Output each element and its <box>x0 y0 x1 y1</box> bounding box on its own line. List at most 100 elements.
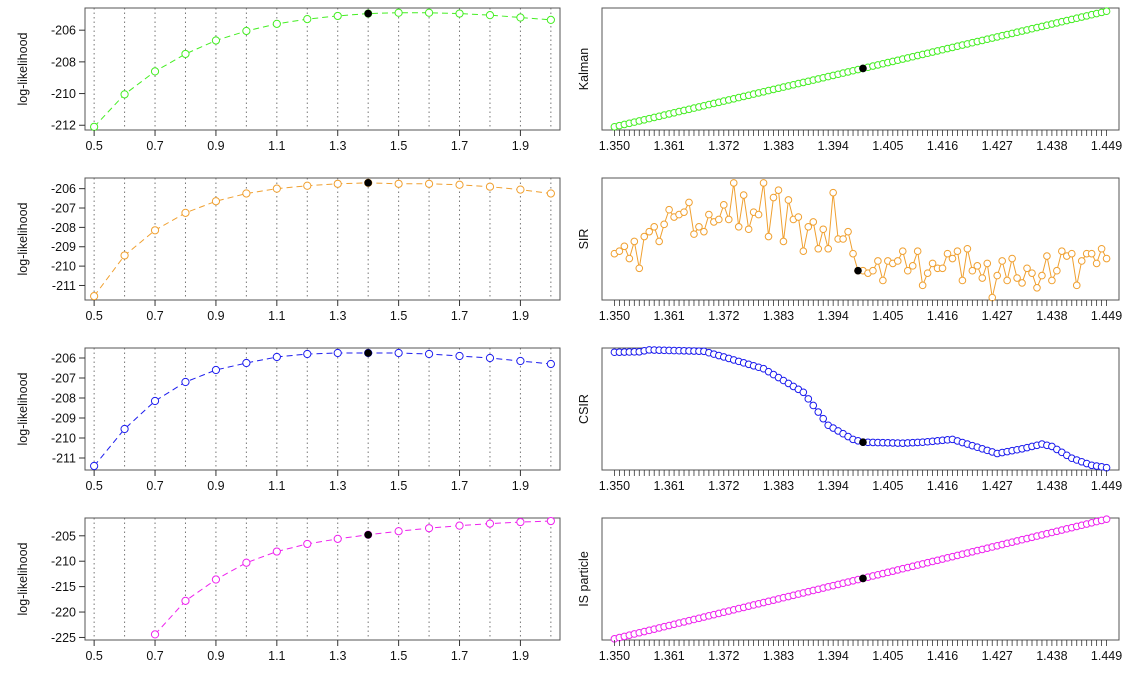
data-point <box>1102 7 1111 16</box>
x-tick-label: 1.438 <box>1036 649 1067 663</box>
x-tick-label: 1.416 <box>927 479 958 493</box>
data-point <box>655 237 663 246</box>
x-tick-label: 1.5 <box>390 139 407 153</box>
x-tick-label: 1.5 <box>390 309 407 323</box>
x-tick-label: 1.416 <box>927 309 958 323</box>
data-point <box>485 11 495 20</box>
data-point <box>903 266 912 275</box>
y-tick-label: -211 <box>52 279 76 293</box>
x-tick-label: 1.9 <box>512 139 529 153</box>
data-point <box>485 182 495 191</box>
data-point <box>943 249 952 258</box>
x-tick-label: 1.438 <box>1036 309 1067 323</box>
y-tick-label: -209 <box>51 240 76 254</box>
data-point <box>620 242 629 251</box>
x-tick-label: 1.7 <box>451 649 468 663</box>
data-point <box>1053 266 1061 275</box>
x-tick-label: 1.394 <box>818 309 849 323</box>
x-tick-label: 1.427 <box>982 649 1013 663</box>
data-point <box>1018 279 1026 287</box>
data-point <box>695 223 703 231</box>
data-point <box>90 461 99 471</box>
y-axis-title: Kalman <box>577 48 591 90</box>
data-point <box>242 189 251 198</box>
data-point <box>665 205 673 214</box>
panel-left-4: 0.5 0.7 0.9 1.1 1.3 1.5 1.7 1.9 -225 -220 -215 -210… <box>16 516 561 663</box>
data-point <box>660 220 668 229</box>
data-point <box>809 401 818 410</box>
data-point <box>879 276 887 285</box>
data-point <box>1097 244 1106 253</box>
x-tick-label: 1.5 <box>390 479 407 493</box>
x-tick-label: 1.383 <box>763 649 794 663</box>
x-tick-label: 1.449 <box>1091 309 1122 323</box>
data-point <box>120 424 129 434</box>
x-tick-label: 0.5 <box>85 309 102 323</box>
x-tick-label: 1.405 <box>872 309 903 323</box>
data-point <box>1102 515 1111 524</box>
data-point <box>394 8 403 17</box>
highlight-point <box>364 9 372 18</box>
data-point <box>1013 274 1021 282</box>
series-line <box>93 352 551 467</box>
x-tick-label: 1.5 <box>390 649 407 663</box>
data-point <box>394 527 403 536</box>
data-point <box>650 223 659 231</box>
data-point <box>424 179 434 188</box>
data-point <box>769 193 778 202</box>
highlight-point <box>364 530 372 539</box>
data-point <box>988 293 997 302</box>
x-tick-label: 1.9 <box>512 649 529 663</box>
data-point <box>242 26 251 36</box>
data-point <box>150 630 160 639</box>
x-tick-label: 1.361 <box>653 309 684 323</box>
x-tick-label: 0.5 <box>85 479 102 493</box>
x-tick-label: 1.372 <box>708 139 739 153</box>
x-tick-label: 1.427 <box>982 139 1013 153</box>
data-point <box>1087 249 1096 258</box>
data-point <box>1008 254 1016 263</box>
highlight-point <box>364 349 372 357</box>
x-tick-label: 1.350 <box>599 139 630 153</box>
data-point <box>333 179 342 188</box>
data-point <box>630 237 639 246</box>
data-point <box>983 259 992 268</box>
x-tick-label: 1.7 <box>451 309 468 323</box>
x-tick-label: 0.9 <box>207 139 224 153</box>
x-tick-label: 1.372 <box>708 309 739 323</box>
x-tick-label: 1.449 <box>1091 139 1122 153</box>
plot-box <box>601 177 1120 301</box>
panel-right-1: 1.350 1.361 1.372 1.383 1.394 1.405 1.416 1.427… <box>577 7 1122 153</box>
highlight-point <box>859 574 867 583</box>
x-tick-label: 1.350 <box>599 479 630 493</box>
x-tick-label: 1.405 <box>872 479 903 493</box>
y-tick-label: -206 <box>51 24 76 38</box>
x-tick-label: 0.7 <box>146 139 163 153</box>
data-point <box>181 208 190 217</box>
data-point <box>546 189 555 198</box>
data-point <box>211 197 221 206</box>
x-tick-label: 1.361 <box>653 649 684 663</box>
data-point <box>690 230 698 238</box>
data-point <box>242 558 251 567</box>
x-tick-label: 1.3 <box>329 139 346 153</box>
data-point <box>799 388 808 397</box>
x-tick-label: 1.438 <box>1036 139 1067 153</box>
y-tick-label: -210 <box>51 432 76 446</box>
data-point <box>968 266 977 275</box>
data-point <box>779 237 788 246</box>
data-point <box>615 247 624 255</box>
x-tick-label: 1.1 <box>268 479 285 493</box>
y-tick-label: -210 <box>51 87 76 101</box>
data-point <box>303 539 312 549</box>
data-point <box>150 226 160 235</box>
panel-right-4: 1.350 1.361 1.372 1.383 1.394 1.405 1.416 1.427… <box>577 515 1122 663</box>
y-tick-label: -205 <box>51 529 76 543</box>
data-point <box>211 575 221 584</box>
y-axis-title: log-likelihood <box>16 32 30 105</box>
data-point <box>1102 463 1111 472</box>
data-point <box>150 396 160 406</box>
y-tick-label: -207 <box>51 372 76 386</box>
data-point <box>973 262 982 270</box>
